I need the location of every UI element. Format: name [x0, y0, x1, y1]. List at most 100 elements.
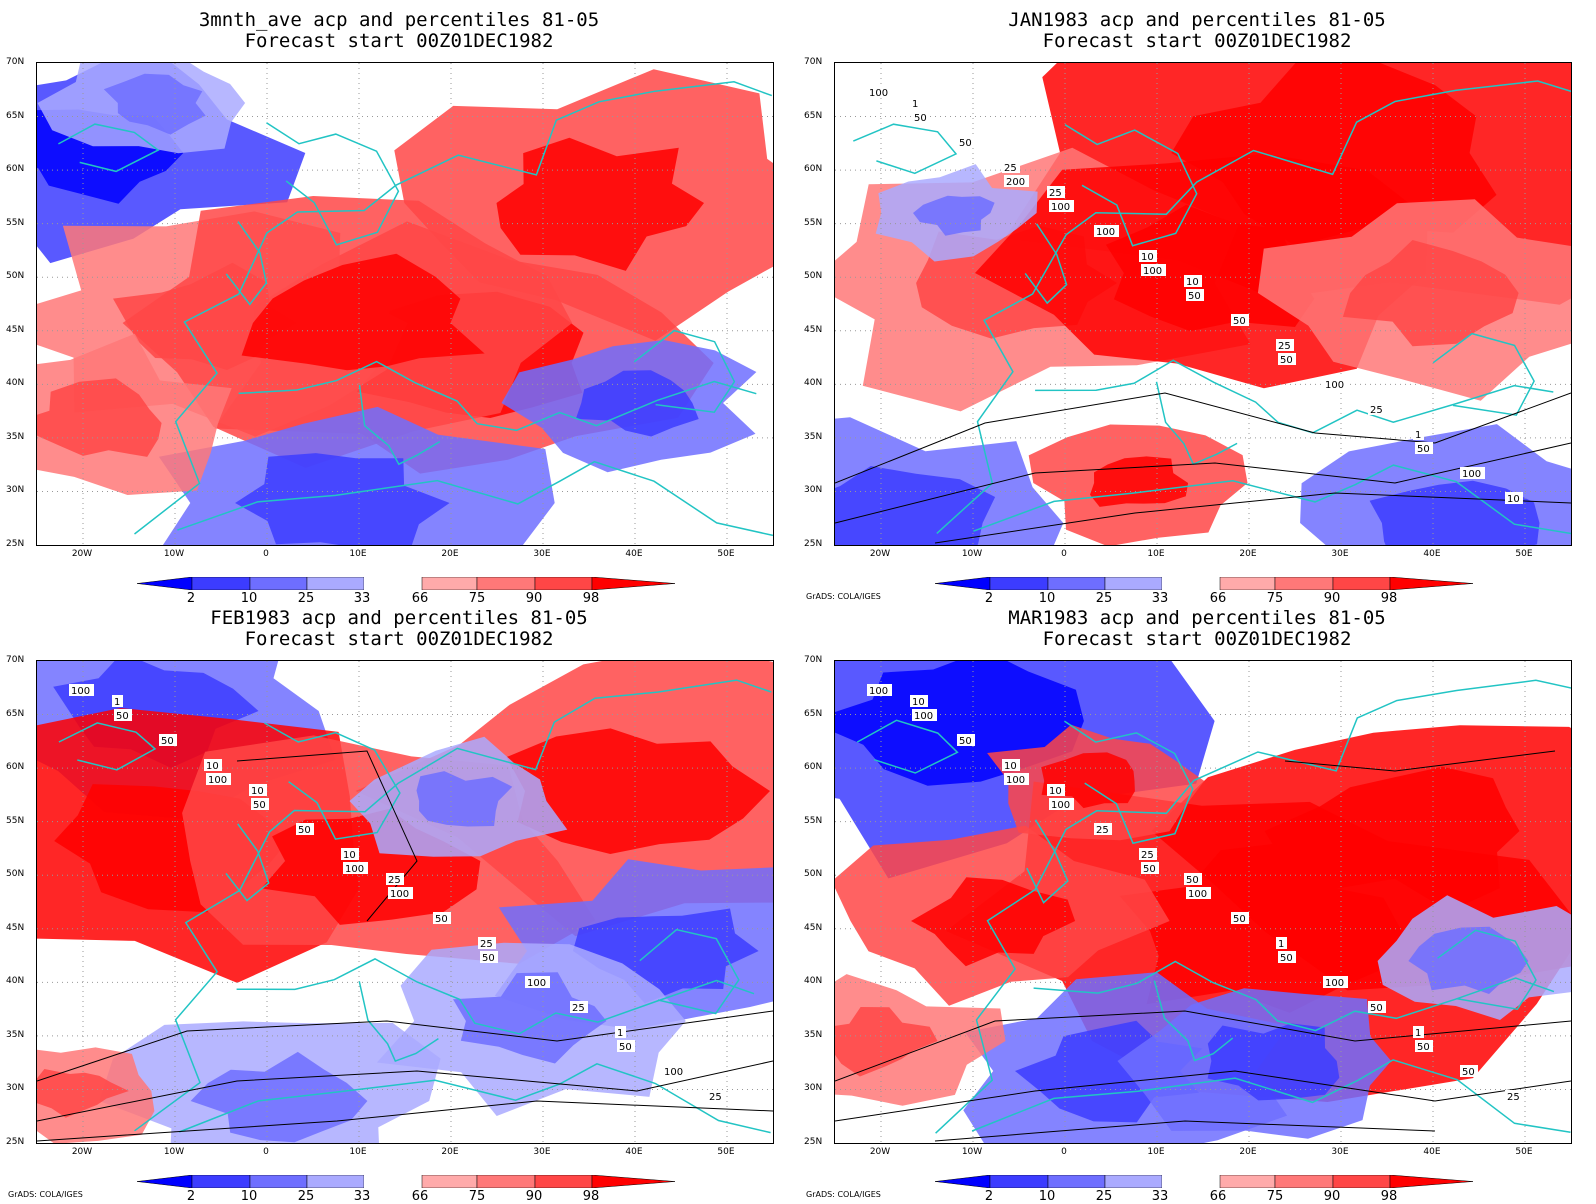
contour-line — [37, 1100, 773, 1142]
lon-label: 50E — [717, 1147, 735, 1157]
colorbar-segment — [934, 1174, 991, 1189]
colorbar-segment — [591, 576, 676, 591]
contour-label-bg — [1139, 848, 1157, 860]
lat-label: 65N — [804, 708, 823, 719]
colorbar-segment — [1047, 576, 1106, 591]
colorbar-segment — [364, 1175, 422, 1188]
contour-label-bg — [341, 848, 359, 860]
contour-label-bg — [343, 862, 368, 874]
percentile-shade-core — [241, 253, 485, 371]
contour-label-bg — [707, 1090, 725, 1102]
contour-label-bg — [1276, 339, 1294, 351]
percentile-shade-core — [1408, 926, 1529, 994]
contour-label: 100 — [1006, 775, 1025, 786]
colorbar-segment — [534, 1174, 593, 1189]
colorbar-segment — [421, 1174, 478, 1189]
percentile-shade-core — [416, 771, 513, 827]
contour-label: 100 — [208, 775, 227, 786]
colorbar — [934, 575, 1474, 591]
contour-label: 100 — [1051, 202, 1070, 213]
contour-label: 100 — [1096, 227, 1115, 238]
contour-label: 1 — [1415, 1028, 1421, 1039]
contour-label: 50 — [482, 953, 495, 964]
percentile-shade-core — [37, 378, 162, 457]
lat-label: 45N — [6, 324, 25, 335]
colorbar-label: 33 — [1151, 1189, 1169, 1204]
contour-label: 100 — [1143, 266, 1162, 277]
contour-label: 50 — [1280, 355, 1293, 366]
percentile-shade-core — [496, 137, 704, 271]
coastline — [58, 81, 773, 537]
contour-label: 10 — [1141, 252, 1154, 263]
contour-label: 100 — [1462, 469, 1481, 480]
contour-label: 1 — [912, 99, 918, 110]
percentile-shade-core — [1342, 240, 1519, 347]
contour-label: 50 — [1143, 864, 1156, 875]
lat-label: 30N — [6, 1083, 25, 1094]
colorbar-label: 10 — [1038, 591, 1056, 606]
percentile-shade-core — [575, 370, 699, 437]
contour-label-bg — [1139, 250, 1157, 262]
contour-label-bg — [1004, 175, 1029, 187]
contour-label-bg — [525, 976, 550, 988]
contour-label: 50 — [914, 113, 927, 124]
contour-label: 100 — [1051, 800, 1070, 811]
colorbar-label: 66 — [1209, 1189, 1227, 1204]
contour-line — [835, 442, 1571, 524]
contour-label: 25 — [1096, 825, 1109, 836]
contour-label-bg — [867, 86, 892, 98]
lat-label: 35N — [6, 431, 25, 442]
contour-label-bg — [1278, 951, 1296, 963]
panel-subtitle: Forecast start 00Z01DEC1982 — [1042, 30, 1352, 52]
lat-label: 55N — [804, 217, 823, 228]
colorbar-label: 90 — [1323, 591, 1341, 606]
contour-label: 100 — [71, 686, 90, 697]
colorbar-label: 25 — [297, 591, 315, 606]
coastline — [856, 679, 1571, 1134]
contour-label: 10 — [1004, 761, 1017, 772]
lon-label: 10W — [961, 549, 983, 559]
contour-label: 50 — [1462, 1067, 1475, 1078]
contour-label: 10 — [1507, 494, 1520, 505]
colorbar-label: 90 — [525, 1189, 543, 1204]
contour-label: 50 — [435, 914, 448, 925]
contour-line — [835, 1070, 1571, 1122]
map-frame: 100 200 100 50 50 50 100 50 100 100 50 100 50 25 10 25 1… — [834, 62, 1572, 546]
colorbar-segment — [364, 577, 422, 590]
contour-label: 50 — [1417, 1042, 1430, 1053]
lat-label: 45N — [804, 324, 823, 335]
contour-label-bg — [910, 97, 921, 109]
colorbar-segment — [1274, 576, 1334, 591]
contour-label-bg — [204, 759, 222, 771]
contour-label: 50 — [1186, 875, 1199, 886]
colorbar-label: 2 — [984, 591, 994, 606]
contour-label-bg — [388, 887, 413, 899]
colorbar-segment — [191, 1174, 251, 1189]
lat-label: 70N — [804, 655, 823, 665]
lat-label: 60N — [804, 762, 823, 773]
colorbar-label: 10 — [240, 591, 258, 606]
percentile-shade-core — [913, 195, 995, 236]
contour-label-bg — [1047, 186, 1065, 198]
colorbar-segment — [1104, 576, 1163, 591]
contour-label-bg — [957, 734, 975, 746]
contour-line — [934, 1120, 1436, 1142]
contour-line — [37, 1060, 773, 1122]
contour-label-bg — [159, 734, 177, 746]
contour-label-bg — [1460, 1065, 1478, 1077]
contour-label: 50 — [1233, 914, 1246, 925]
contour-label: 50 — [253, 800, 266, 811]
contour-label-bg — [1368, 403, 1386, 415]
lon-label: 40E — [625, 549, 643, 559]
lat-label: 35N — [6, 1029, 25, 1040]
contour-label-bg — [478, 937, 496, 949]
contour-label-bg — [1184, 873, 1202, 885]
colorbar-label: 33 — [353, 591, 371, 606]
contour-label: 25 — [709, 1092, 722, 1103]
contour-label: 50 — [1417, 444, 1430, 455]
panel-subtitle: Forecast start 00Z01DEC1982 — [1042, 628, 1352, 650]
contour-label: 50 — [1188, 291, 1201, 302]
percentile-shade-core — [572, 908, 759, 1004]
lon-label: 30E — [533, 1147, 551, 1157]
contour-label-bg — [1002, 161, 1020, 173]
